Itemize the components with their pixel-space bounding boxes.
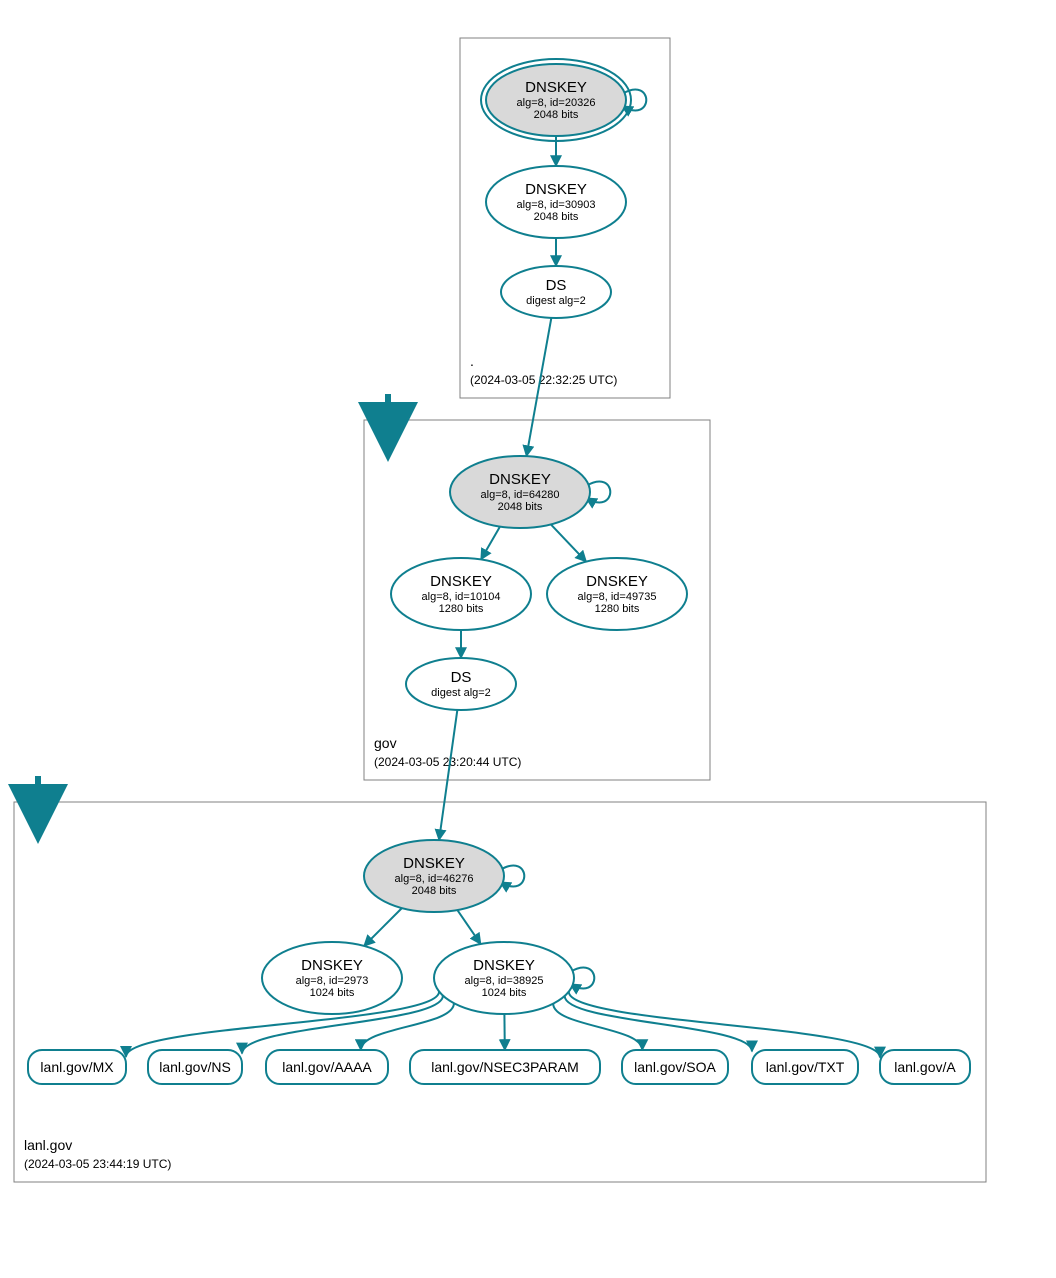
rr-label: lanl.gov/TXT [766, 1059, 845, 1075]
node-sub1: alg=8, id=10104 [422, 591, 501, 603]
node-title: DNSKEY [403, 855, 465, 872]
node-sub1: alg=8, id=2973 [296, 975, 369, 987]
node-sub2: 1024 bits [310, 987, 355, 999]
rr-label: lanl.gov/A [894, 1059, 956, 1075]
node-title: DNSKEY [525, 181, 587, 198]
ds-node: DSdigest alg=2 [406, 658, 516, 710]
dnskey-node: DNSKEYalg=8, id=389251024 bits [434, 942, 574, 1014]
rr-node: lanl.gov/AAAA [266, 1050, 388, 1084]
rr-label: lanl.gov/SOA [634, 1059, 716, 1075]
node-sub1: alg=8, id=38925 [465, 975, 544, 987]
rr-node: lanl.gov/MX [28, 1050, 126, 1084]
dnskey-node: DNSKEYalg=8, id=497351280 bits [547, 558, 687, 630]
svg-text:gov: gov [374, 735, 397, 751]
node-sub2: 2048 bits [534, 211, 579, 223]
node-title: DNSKEY [473, 957, 535, 974]
rr-node: lanl.gov/NS [148, 1050, 242, 1084]
node-sub1: digest alg=2 [431, 687, 491, 699]
dnskey-node: DNSKEYalg=8, id=203262048 bits [481, 59, 631, 141]
rr-label: lanl.gov/NSEC3PARAM [431, 1059, 579, 1075]
dnskey-node: DNSKEYalg=8, id=29731024 bits [262, 942, 402, 1014]
svg-text:.: . [470, 353, 474, 369]
rr-label: lanl.gov/MX [40, 1059, 114, 1075]
node-sub2: 1280 bits [439, 603, 484, 615]
node-sub2: 2048 bits [534, 109, 579, 121]
node-title: DS [546, 277, 567, 294]
dnskey-node: DNSKEYalg=8, id=462762048 bits [364, 840, 504, 912]
edge-n3-n4 [526, 318, 551, 456]
edge-n10-r5 [553, 1004, 642, 1050]
node-title: DNSKEY [430, 573, 492, 590]
edge-n7-n8 [439, 710, 457, 840]
rr-label: lanl.gov/NS [159, 1059, 231, 1075]
node-sub2: 1024 bits [482, 987, 527, 999]
node-sub1: alg=8, id=49735 [578, 591, 657, 603]
node-sub1: alg=8, id=30903 [517, 199, 596, 211]
dnssec-diagram: . (2024-03-05 22:32:25 UTC) gov (2024-03-05… [0, 0, 1056, 1278]
node-title: DNSKEY [525, 79, 587, 96]
node-sub1: alg=8, id=20326 [517, 97, 596, 109]
svg-text:(2024-03-05 23:20:44 UTC): (2024-03-05 23:20:44 UTC) [374, 755, 521, 769]
svg-text:(2024-03-05 22:32:25 UTC): (2024-03-05 22:32:25 UTC) [470, 373, 617, 387]
rr-node: lanl.gov/SOA [622, 1050, 728, 1084]
edge-n8-n10 [457, 910, 480, 944]
svg-text:(2024-03-05 23:44:19 UTC): (2024-03-05 23:44:19 UTC) [24, 1157, 171, 1171]
dnskey-node: DNSKEYalg=8, id=642802048 bits [450, 456, 590, 528]
dnskey-node: DNSKEYalg=8, id=101041280 bits [391, 558, 531, 630]
nodes: DNSKEYalg=8, id=203262048 bitsDNSKEYalg=… [28, 59, 970, 1084]
node-sub2: 2048 bits [412, 885, 457, 897]
node-title: DNSKEY [301, 957, 363, 974]
node-title: DS [451, 669, 472, 686]
edge-n4-n5 [481, 527, 500, 560]
dnskey-node: DNSKEYalg=8, id=309032048 bits [486, 166, 626, 238]
node-title: DNSKEY [586, 573, 648, 590]
rr-node: lanl.gov/NSEC3PARAM [410, 1050, 600, 1084]
node-sub1: alg=8, id=64280 [481, 489, 560, 501]
rr-node: lanl.gov/TXT [752, 1050, 858, 1084]
rr-node: lanl.gov/A [880, 1050, 970, 1084]
node-sub2: 2048 bits [498, 501, 543, 513]
node-sub2: 1280 bits [595, 603, 640, 615]
edge-n4-n6 [551, 524, 586, 561]
ds-node: DSdigest alg=2 [501, 266, 611, 318]
svg-text:lanl.gov: lanl.gov [24, 1137, 72, 1153]
edge-n8-n9 [364, 908, 402, 946]
node-title: DNSKEY [489, 471, 551, 488]
node-sub1: digest alg=2 [526, 295, 586, 307]
edge-n10-r3 [361, 1003, 454, 1050]
rr-label: lanl.gov/AAAA [282, 1059, 372, 1075]
edge-n10-r7 [569, 992, 880, 1058]
node-sub1: alg=8, id=46276 [395, 873, 474, 885]
